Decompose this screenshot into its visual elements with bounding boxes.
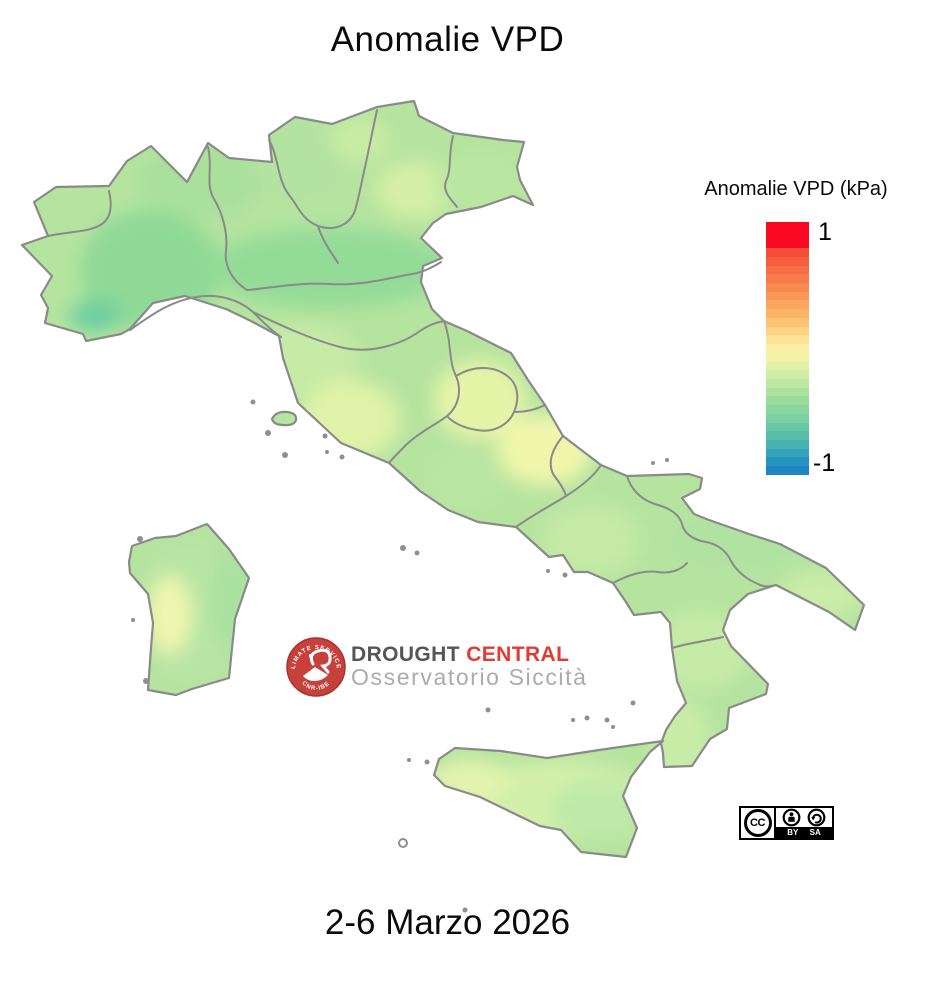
colorbar-band (766, 335, 809, 345)
colorbar-band (766, 291, 809, 301)
logo-brand-drought: DROUGHT (351, 643, 467, 666)
colorbar-band (766, 317, 809, 327)
colorbar-max-label: 1 (818, 218, 832, 246)
colorbar-band (766, 222, 809, 231)
page-title: Anomalie VPD (330, 20, 565, 59)
colorbar-band (766, 344, 809, 353)
minor-islands (131, 399, 669, 913)
colorbar-band (766, 457, 809, 467)
logo-brand-text: DROUGHT CENTRAL (351, 643, 569, 667)
colorbar-band (766, 448, 809, 458)
colorbar-band (766, 300, 809, 310)
colorbar-band (766, 361, 809, 371)
colorbar-band (766, 274, 809, 284)
colorbar-band (766, 431, 809, 440)
logo-arc-bottom-text: CNR-IBE (300, 680, 330, 692)
drought-central-logo-icon: CLIMATE SERVICES CNR-IBE (283, 634, 346, 697)
colorbar-band (766, 309, 809, 318)
region-borders (47, 109, 777, 649)
logo-dog-glyph (303, 648, 332, 681)
colorbar-band (766, 378, 809, 388)
colorbar-band (766, 230, 809, 240)
sardinia-outline (127, 522, 251, 697)
cc-license-badge: CC BY SA (739, 806, 834, 840)
cc-logo-cell: CC (741, 808, 776, 838)
colorbar-band (766, 439, 809, 449)
colorbar-band (766, 239, 809, 249)
colorbar-band (766, 422, 809, 432)
colorbar-band (766, 413, 809, 423)
coastlines (20, 99, 866, 859)
colorbar (766, 222, 809, 475)
cc-by-person-icon (782, 808, 801, 827)
cc-sa-label: SA (809, 828, 821, 837)
logo-subtitle: Osservatorio Siccità (351, 664, 588, 690)
logo-circle (286, 637, 346, 697)
cc-by-label: BY (787, 828, 799, 837)
svg-text:CNR-IBE: CNR-IBE (300, 680, 331, 692)
mainland-outline (20, 99, 866, 769)
legend-title: Anomalie VPD (kPa) (704, 178, 888, 200)
colorbar-min-label: -1 (813, 449, 836, 477)
logo-brand-central: CENTRAL (466, 643, 570, 666)
cc-attribution-cell: BY SA (776, 808, 832, 838)
colorbar-band (766, 466, 809, 475)
colorbar-band (766, 265, 809, 275)
cc-icon: CC (743, 809, 772, 837)
colorbar-band (766, 370, 809, 379)
sicily-outline (432, 739, 665, 859)
colorbar-band (766, 387, 809, 397)
date-caption: 2-6 Marzo 2026 (324, 903, 571, 942)
elba-outline (270, 410, 298, 427)
colorbar-band (766, 326, 809, 336)
colorbar-band (766, 283, 809, 292)
cc-sa-arrow-icon (807, 808, 826, 827)
colorbar-band (766, 396, 809, 406)
colorbar-band (766, 405, 809, 414)
cc-labels-strip: BY SA (776, 827, 832, 838)
colorbar-band (766, 256, 809, 266)
colorbar-band (766, 248, 809, 257)
colorbar-band (766, 352, 809, 362)
